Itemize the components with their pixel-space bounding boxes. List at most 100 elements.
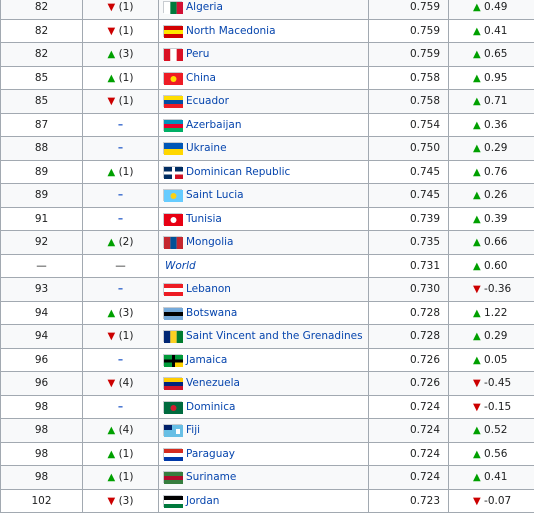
growth-value: 0.49 xyxy=(484,1,508,14)
country-link[interactable]: Lebanon xyxy=(186,283,231,296)
hdi-value-cell: 0.759 xyxy=(368,0,449,20)
flag-icon xyxy=(163,95,183,109)
world-link[interactable]: World xyxy=(165,259,196,272)
hdi-value-cell: 0.728 xyxy=(368,300,449,325)
rank-change-cell: ▲ (1) xyxy=(82,159,159,184)
table-row: 92 ▲ (2) Mongolia 0.735 ▲ 0.66 xyxy=(0,230,534,255)
hdi-value-cell: 0.754 xyxy=(368,112,449,137)
table-row: 82 ▼ (1) North Macedonia 0.759 ▲ 0.41 xyxy=(0,18,534,43)
growth-value: -0.15 xyxy=(484,400,512,413)
hdi-value-cell: 0.731 xyxy=(368,253,449,278)
no-change-dash: – xyxy=(117,142,124,155)
increase-arrow-icon: ▲ xyxy=(473,260,481,272)
growth-value: 1.22 xyxy=(484,306,508,319)
country-link[interactable]: Tunisia xyxy=(186,212,222,225)
rank-change-cell: ▲ (3) xyxy=(82,300,159,325)
rank-cell: 82 xyxy=(0,42,83,67)
growth-cell: ▲ 0.52 xyxy=(448,418,534,443)
country-link[interactable]: Botswana xyxy=(186,306,238,319)
country-link[interactable]: Paraguay xyxy=(186,447,236,460)
hdi-value-cell: 0.759 xyxy=(368,18,449,43)
country-link[interactable]: Azerbaijan xyxy=(186,118,242,131)
table-row: 82 ▼ (1) Algeria 0.759 ▲ 0.49 xyxy=(0,0,534,20)
flag-icon xyxy=(163,1,183,15)
growth-value: 0.41 xyxy=(484,24,508,37)
growth-value: 0.95 xyxy=(484,71,508,84)
growth-cell: ▲ 0.65 xyxy=(448,42,534,67)
country-link[interactable]: Fiji xyxy=(186,424,201,437)
rank-change-cell: ▲ (4) xyxy=(82,418,159,443)
country-link[interactable]: Saint Lucia xyxy=(186,189,244,202)
country-cell: Mongolia xyxy=(158,230,369,255)
rank-cell: 88 xyxy=(0,136,83,161)
flag-icon xyxy=(163,494,183,508)
table-row: 96– Jamaica 0.726 ▲ 0.05 xyxy=(0,347,534,372)
rank-cell: 82 xyxy=(0,18,83,43)
growth-value: 0.29 xyxy=(484,142,508,155)
rank-change-value: (3) xyxy=(118,306,134,319)
flag-icon xyxy=(163,189,183,203)
rank-change-value: (1) xyxy=(118,95,134,108)
table-row: 85 ▼ (1) Ecuador 0.758 ▲ 0.71 xyxy=(0,89,534,114)
country-link[interactable]: Dominica xyxy=(186,400,236,413)
hdi-value-cell: 0.726 xyxy=(368,347,449,372)
country-link[interactable]: Algeria xyxy=(186,1,223,14)
country-link[interactable]: Jordan xyxy=(186,494,220,507)
country-link[interactable]: Ukraine xyxy=(186,142,227,155)
growth-value: 0.60 xyxy=(484,259,508,272)
increase-arrow-icon: ▲ xyxy=(473,307,481,319)
country-link[interactable]: China xyxy=(186,71,216,84)
increase-arrow-icon: ▲ xyxy=(473,237,481,249)
no-change-dash: – xyxy=(117,189,124,202)
flag-icon xyxy=(163,353,183,367)
table-row: 91– Tunisia 0.739 ▲ 0.39 xyxy=(0,206,534,231)
rank-cell: 89 xyxy=(0,183,83,208)
country-link[interactable]: Suriname xyxy=(186,471,237,484)
no-change-dash: – xyxy=(117,353,124,366)
table-row: 98 ▲ (1) Suriname 0.724 ▲ 0.41 xyxy=(0,465,534,490)
flag-icon xyxy=(163,48,183,62)
country-link[interactable]: Venezuela xyxy=(186,377,240,390)
rank-change-value: (1) xyxy=(118,165,134,178)
growth-cell: ▲ 0.56 xyxy=(448,441,534,466)
growth-cell: ▲ 0.39 xyxy=(448,206,534,231)
rank-change-cell: – xyxy=(82,347,159,372)
rank-cell: 98 xyxy=(0,418,83,443)
increase-arrow-icon: ▲ xyxy=(107,72,116,84)
country-link[interactable]: North Macedonia xyxy=(186,24,276,37)
increase-arrow-icon: ▲ xyxy=(473,119,481,131)
country-link[interactable]: Dominican Republic xyxy=(186,165,291,178)
rank-change-cell: ▲ (2) xyxy=(82,230,159,255)
rank-cell: — xyxy=(0,253,83,278)
rank-change-value: (3) xyxy=(118,48,134,61)
no-change-dash: – xyxy=(117,400,124,413)
country-link[interactable]: Ecuador xyxy=(186,95,229,108)
growth-cell: ▲ 1.22 xyxy=(448,300,534,325)
flag-icon xyxy=(163,471,183,485)
country-cell: North Macedonia xyxy=(158,18,369,43)
flag-icon xyxy=(163,283,183,297)
rank-cell: 91 xyxy=(0,206,83,231)
increase-arrow-icon: ▲ xyxy=(473,25,481,37)
country-cell: World xyxy=(158,253,369,278)
hdi-value-cell: 0.730 xyxy=(368,277,449,302)
decrease-arrow-icon: ▼ xyxy=(107,96,116,108)
rank-cell: 102 xyxy=(0,488,83,513)
increase-arrow-icon: ▲ xyxy=(107,307,116,319)
rank-cell: 85 xyxy=(0,65,83,90)
growth-value: 0.36 xyxy=(484,118,508,131)
table-row: 85 ▲ (1) China 0.758 ▲ 0.95 xyxy=(0,65,534,90)
country-link[interactable]: Saint Vincent and the Grenadines xyxy=(186,330,363,343)
decrease-arrow-icon: ▼ xyxy=(473,495,481,507)
country-link[interactable]: Peru xyxy=(186,48,210,61)
country-link[interactable]: Jamaica xyxy=(186,353,228,366)
decrease-arrow-icon: ▼ xyxy=(107,2,116,14)
growth-cell: ▲ 0.05 xyxy=(448,347,534,372)
table-row: 89– Saint Lucia 0.745 ▲ 0.26 xyxy=(0,183,534,208)
country-link[interactable]: Mongolia xyxy=(186,236,234,249)
country-cell: Paraguay xyxy=(158,441,369,466)
increase-arrow-icon: ▲ xyxy=(473,143,481,155)
growth-cell: ▲ 0.26 xyxy=(448,183,534,208)
growth-cell: ▲ 0.76 xyxy=(448,159,534,184)
